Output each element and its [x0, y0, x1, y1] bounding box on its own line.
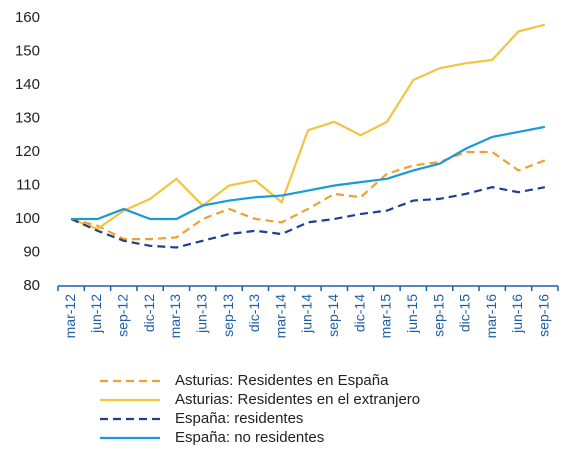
series-line	[70, 23, 546, 231]
legend-label: Asturias: Residentes en España	[175, 372, 389, 389]
x-tick-label: jun-15	[404, 294, 420, 334]
y-tick-label: 110	[16, 176, 40, 193]
x-tick-label: sep-16	[536, 294, 552, 337]
legend-label: España: residentes	[175, 410, 303, 427]
x-tick-label: mar-15	[378, 294, 394, 339]
x-tick-label: sep-13	[220, 294, 236, 337]
x-tick-label: mar-16	[483, 294, 499, 339]
y-tick-label: 160	[15, 9, 40, 26]
x-tick-label: mar-14	[272, 294, 288, 339]
x-tick-label: jun-14	[299, 294, 315, 334]
y-tick-label: 80	[23, 277, 40, 294]
x-tick-label: dic-12	[141, 294, 157, 332]
x-tick-label: jun-16	[509, 294, 525, 334]
y-tick-label: 150	[15, 42, 40, 59]
x-tick-label: dic-15	[457, 294, 473, 332]
x-tick-label: sep-14	[325, 294, 341, 337]
x-tick-label: sep-15	[430, 294, 446, 337]
y-tick-label: 90	[23, 243, 40, 260]
legend-label: Asturias: Residentes en el extranjero	[175, 391, 420, 408]
series-line	[70, 186, 546, 249]
x-tick-label: jun-13	[193, 294, 209, 334]
x-tick-label: mar-12	[62, 294, 78, 339]
y-tick-label: 100	[15, 210, 40, 227]
x-tick-label: sep-12	[114, 294, 130, 337]
series-line	[70, 150, 546, 241]
x-tick-label: jun-12	[88, 294, 104, 334]
x-tick-label: mar-13	[167, 294, 183, 339]
series-line	[71, 125, 546, 221]
y-tick-label: 140	[15, 76, 40, 93]
x-tick-label: dic-13	[246, 294, 262, 332]
legend-label: España: no residentes	[175, 429, 324, 446]
y-tick-label: 120	[15, 143, 40, 160]
y-tick-label: 130	[15, 109, 40, 126]
x-tick-label: dic-14	[351, 294, 367, 332]
